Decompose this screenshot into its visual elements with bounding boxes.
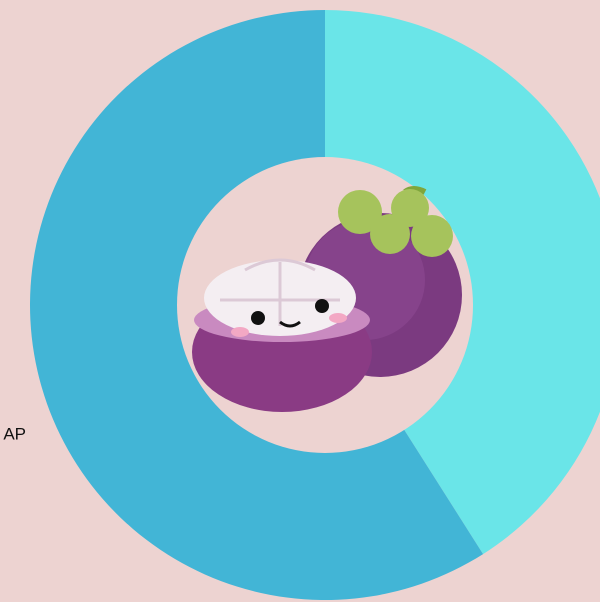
slice-label: AP [3, 424, 26, 443]
center-illustration [192, 186, 462, 412]
